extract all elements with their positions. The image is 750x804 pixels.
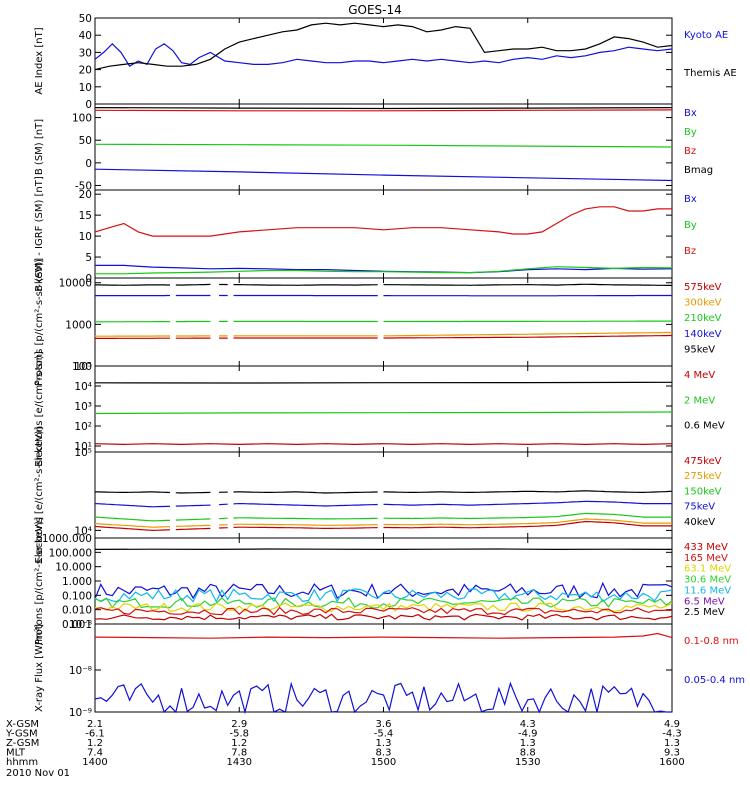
xaxis-row-value: 1530 (515, 757, 540, 768)
ytick-label: 50 (79, 135, 92, 147)
legend-entry: 475keV (684, 456, 722, 467)
xaxis-row-value: 1600 (659, 757, 684, 768)
ytick-label: 10⁻⁸ (69, 619, 92, 631)
ytick-label: 50 (79, 13, 92, 25)
xaxis-row-value: 1430 (227, 757, 252, 768)
series-line-bigrf-0 (95, 207, 672, 236)
legend-entry: Kyoto AE (684, 30, 728, 41)
date-label: 2010 Nov 01 (6, 768, 70, 779)
legend-entry: 0.1-0.8 nm (684, 636, 739, 647)
series-line-b-2 (95, 144, 672, 147)
legend-entry: 275keV (684, 471, 722, 482)
legend-entry: By (684, 220, 697, 231)
series-line-prot1-3 (95, 332, 672, 336)
series-line-elec2-0 (95, 491, 672, 493)
legend-entry: 150keV (684, 486, 722, 497)
panel-ylabel: B (SM) [nT] (34, 119, 45, 175)
ytick-label: 100 (72, 113, 92, 125)
legend-entry: 4 MeV (684, 370, 715, 381)
ytick-label: 0 (85, 158, 92, 170)
legend-entry: Bz (684, 146, 696, 157)
ytick-label: 1.000 (62, 576, 92, 588)
legend-entry: Bmag (684, 165, 713, 176)
legend-entry: 11.6 MeV (684, 585, 731, 596)
legend-entry: 40keV (684, 517, 715, 528)
series-line-elec1-1 (95, 412, 672, 414)
ytick-label: 10000 (59, 278, 92, 290)
legend-entry: Bx (684, 108, 697, 119)
legend-entry: 300keV (684, 298, 722, 309)
legend-entry: 30.6 MeV (684, 575, 731, 586)
panel-ylabel: X-ray Flux [W/m²] (34, 624, 45, 712)
ytick-label: 10⁵ (74, 361, 92, 373)
legend-entry: 63.1 MeV (684, 564, 731, 575)
xaxis-row-value: 1500 (371, 757, 396, 768)
legend-entry: 165 MeV (684, 553, 728, 564)
ytick-label: 10³ (74, 401, 92, 413)
legend-entry: 2 MeV (684, 395, 715, 406)
ytick-label: 5 (85, 252, 92, 264)
panel-ylabel: AE Index [nT] (34, 27, 45, 94)
series-line-elec2-2 (95, 513, 672, 521)
legend-entry: 433 MeV (684, 542, 728, 553)
chart-title: GOES-14 (348, 3, 402, 17)
legend-entry: 0.05-0.4 nm (684, 675, 745, 686)
legend-entry: 6.5 MeV (684, 596, 725, 607)
panel-frame-bigrf (95, 190, 672, 278)
legend-entry: 575keV (684, 282, 722, 293)
ytick-label: 30 (79, 47, 92, 59)
legend-entry: 2.5 MeV (684, 607, 725, 618)
legend-entry: 75keV (684, 502, 715, 513)
ytick-label: 10⁻⁸ (69, 665, 92, 677)
ytick-label: 10.000 (55, 562, 92, 574)
ytick-label: 0.100 (62, 590, 92, 602)
ytick-label: 10⁵ (74, 447, 92, 459)
legend-entry: Bx (684, 194, 697, 205)
series-line-ae-0 (95, 44, 672, 66)
ytick-label: 20 (79, 189, 92, 201)
series-line-prot1-0 (95, 284, 672, 285)
series-line-b-1 (95, 110, 672, 111)
ytick-label: 10 (79, 231, 92, 243)
legend-entry: Bz (684, 246, 696, 257)
ytick-label: 10 (79, 82, 92, 94)
legend-entry: 140keV (684, 329, 722, 340)
legend-entry: By (684, 127, 697, 138)
series-line-elec1-0 (95, 382, 672, 383)
ytick-label: 40 (79, 30, 92, 42)
legend-entry: Themis AE (683, 68, 737, 79)
panel-frame-ae (95, 18, 672, 104)
ytick-label: 10² (74, 421, 92, 433)
series-line-elec2-1 (95, 501, 672, 507)
panel-frame-elec1 (95, 366, 672, 452)
series-line-b-3 (95, 169, 672, 180)
legend-entry: 0.6 MeV (684, 421, 725, 432)
xaxis-row-value: 1400 (82, 757, 107, 768)
legend-entry: 210keV (684, 313, 722, 324)
ytick-label: 0.010 (62, 605, 92, 617)
ytick-label: 1000.000 (42, 533, 92, 545)
ytick-label: 15 (79, 210, 92, 222)
series-line-prot1-2 (95, 321, 672, 322)
series-line-xray-0 (95, 634, 672, 639)
series-line-elec1-2 (95, 444, 672, 445)
ytick-label: 20 (79, 65, 92, 77)
ytick-label: 100.000 (49, 547, 92, 559)
ytick-label: 1000 (65, 319, 92, 331)
ytick-label: 0 (85, 99, 92, 111)
ytick-label: 10⁻⁹ (69, 707, 92, 719)
series-line-prot2-1 (95, 583, 672, 599)
xaxis-row-label: hhmm (6, 757, 38, 768)
ytick-label: 10⁴ (74, 381, 92, 393)
legend-entry: 95keV (684, 344, 715, 355)
